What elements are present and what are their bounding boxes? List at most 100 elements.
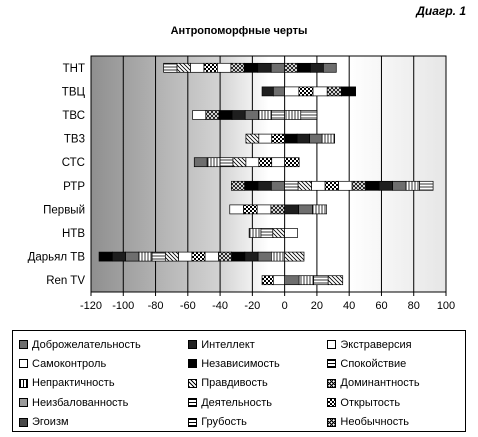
legend-label: Эгоизм	[32, 416, 69, 429]
bar-segment	[206, 157, 221, 168]
x-tick-label: -20	[244, 300, 260, 312]
bar-segment	[338, 180, 353, 191]
bar-segment	[261, 86, 274, 97]
category-label: Дарьял ТВ	[28, 252, 86, 264]
bar-segment	[244, 251, 259, 262]
bar-segment	[229, 204, 244, 215]
bar-segment	[313, 275, 329, 286]
category-label: РТР	[63, 181, 85, 193]
bar-segment	[245, 157, 260, 168]
legend-label: Доминантность	[340, 377, 420, 390]
bar-segment	[260, 228, 274, 238]
bar-segment	[193, 157, 208, 168]
bar-segment	[245, 133, 260, 144]
bar-segment	[164, 251, 179, 262]
bar-segment	[217, 62, 232, 73]
legend-item: Деятельность	[188, 394, 327, 411]
legend-swatch	[19, 359, 28, 369]
bar-segment	[163, 62, 178, 73]
bar-segment	[257, 180, 272, 191]
legend-swatch	[19, 378, 28, 388]
bar-segment	[270, 204, 285, 215]
bar-segment	[324, 180, 339, 191]
bar-segment	[271, 157, 285, 168]
bar-segment	[257, 62, 272, 73]
bar-segment	[151, 251, 166, 262]
bar-segment	[205, 110, 220, 120]
legend-label: Независимость	[201, 357, 280, 370]
legend-label: Спокойствие	[340, 357, 407, 370]
bar-segment	[284, 180, 299, 191]
legend-label: Правдивость	[201, 377, 268, 390]
x-tick-label: 20	[311, 300, 323, 312]
legend-swatch	[19, 398, 28, 408]
legend-swatch	[188, 378, 198, 388]
bar-segment	[178, 251, 193, 262]
bar-segment	[297, 62, 311, 73]
bar-segment	[261, 275, 274, 286]
bar-segment	[258, 157, 273, 168]
bar-segment	[296, 133, 310, 144]
bar-segment	[271, 110, 285, 120]
legend-swatch	[327, 417, 337, 427]
bar-segment	[244, 110, 259, 120]
legend-swatch	[188, 340, 198, 349]
bar-segment	[244, 180, 259, 191]
bar-segment	[98, 251, 113, 262]
category-label: ТВС	[62, 110, 85, 122]
x-tick-label: -40	[212, 300, 228, 312]
bar-segment	[365, 180, 380, 191]
bar-segment	[297, 180, 312, 191]
category-label: СТС	[62, 157, 85, 169]
legend-swatch	[188, 417, 198, 427]
bar-segment	[284, 86, 300, 97]
bar-segment	[231, 180, 246, 191]
x-tick-label: -80	[148, 300, 164, 312]
legend-item: Эгоизм	[19, 414, 188, 431]
bar-segment	[258, 133, 273, 144]
legend-swatch	[327, 359, 337, 369]
bar-segment	[204, 251, 219, 262]
category-label: Первый	[43, 204, 85, 216]
bar-segment	[138, 251, 153, 262]
bar-segment	[284, 275, 300, 286]
legend-swatch	[188, 359, 198, 369]
x-tick-label: -100	[112, 300, 134, 312]
bar-segment	[270, 62, 285, 73]
bar-segment	[405, 180, 420, 191]
bar-segment	[326, 86, 342, 97]
chart-canvas: -120 -100 -80 -60 -40 -20 0 20 40 60 80 100 ТНТ ТВЦ Т…	[28, 55, 455, 312]
bar-segment	[378, 180, 393, 191]
legend-swatch	[19, 417, 28, 427]
legend-item: Правдивость	[188, 375, 327, 392]
legend-label: Деятельность	[201, 396, 273, 409]
x-tick-label: -120	[80, 300, 102, 312]
legend-item: Интеллект	[188, 336, 327, 353]
x-tick-label: -60	[180, 300, 196, 312]
bar-segment	[392, 180, 407, 191]
legend-label: Грубость	[201, 416, 247, 429]
legend-swatch	[19, 340, 28, 349]
bar-segment	[310, 62, 324, 73]
bar-segment	[218, 110, 233, 120]
bar-segment	[231, 251, 246, 262]
bar-segment	[341, 86, 356, 97]
legend-item: Доминантность	[327, 375, 461, 392]
bar-segment	[284, 157, 300, 168]
legend-label: Экстраверсия	[340, 338, 412, 351]
legend-item: Доброжелательность	[19, 336, 188, 353]
bar-segment	[219, 157, 234, 168]
bar-segment	[272, 228, 285, 238]
legend-label: Доброжелательность	[32, 338, 141, 351]
category-label: НТВ	[62, 228, 85, 240]
bar-segment	[190, 62, 205, 73]
x-tick-label: 60	[375, 300, 387, 312]
bar-segment	[243, 204, 258, 215]
legend-item: Спокойствие	[327, 355, 461, 372]
x-tick-label: 0	[282, 300, 288, 312]
legend-label: Открытость	[340, 396, 401, 409]
legend-swatch	[327, 398, 337, 408]
bar-segment	[125, 251, 140, 262]
bar-segment	[256, 204, 272, 215]
bar-segment	[258, 110, 272, 120]
